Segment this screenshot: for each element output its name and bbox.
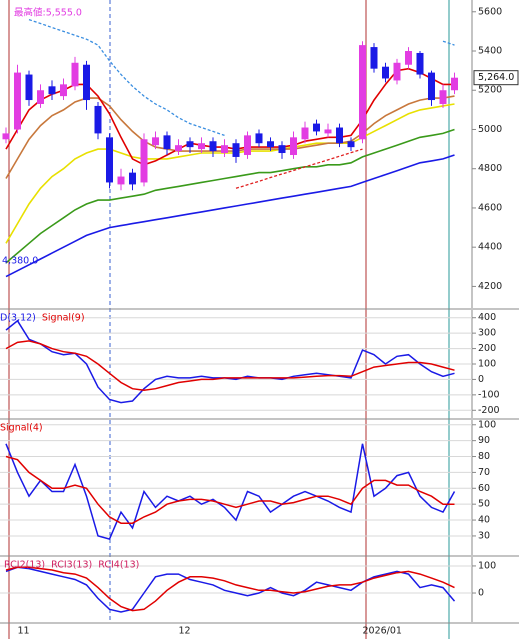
candle-body <box>255 133 263 144</box>
legend-label: Signal(4) <box>0 423 43 434</box>
candle-body <box>278 145 286 154</box>
candle-body <box>244 135 251 155</box>
candle-body <box>60 84 67 97</box>
price-label-box <box>473 70 519 86</box>
y-tick-label: -100 <box>478 389 500 400</box>
candle-body <box>106 137 113 183</box>
candle-body <box>313 123 320 132</box>
candle-body <box>382 66 389 79</box>
y-tick-label: 40 <box>478 515 490 526</box>
candle-body <box>232 143 240 157</box>
y-tick-label: 4600 <box>478 202 502 213</box>
y-tick-label: 70 <box>478 467 490 478</box>
y-tick-label: 4800 <box>478 163 502 174</box>
candle-body <box>152 137 159 146</box>
x-tick-label: 2026/01 <box>363 626 402 637</box>
y-tick-label: 100 <box>478 419 496 430</box>
candle-body <box>198 143 205 150</box>
candle-body <box>25 74 33 101</box>
candle-body <box>175 145 182 152</box>
candle-body <box>186 141 194 148</box>
y-tick-label: 200 <box>478 343 496 354</box>
candle-body <box>37 90 44 104</box>
candle-body <box>359 45 366 140</box>
y-tick-label: 0 <box>478 374 484 385</box>
candle-body <box>451 77 458 91</box>
candle-body <box>267 141 274 148</box>
candle-body <box>209 141 217 152</box>
candle-body <box>94 105 102 134</box>
y-tick-label: -200 <box>478 405 500 416</box>
y-tick-label: 90 <box>478 435 490 446</box>
ma-line <box>5 67 455 166</box>
legend-label: RCI3(13) <box>51 560 92 571</box>
ma-line <box>5 95 455 179</box>
y-tick-label: 60 <box>478 483 490 494</box>
candle-body <box>2 133 10 140</box>
y-tick-label: 4200 <box>478 281 502 292</box>
y-tick-label: 5600 <box>478 6 502 17</box>
indicator-line <box>5 340 455 391</box>
indicator-line <box>5 455 455 524</box>
candle-body <box>428 72 435 101</box>
legend-label: Signal(9) <box>42 313 85 324</box>
legend-label: RCI2(13) <box>4 560 45 571</box>
price-label: 5,264.0 <box>478 72 514 83</box>
y-tick-label: 100 <box>478 560 496 571</box>
candle-body <box>405 51 412 65</box>
y-tick-label: 50 <box>478 499 490 510</box>
candle-body <box>129 172 136 185</box>
y-tick-label: 80 <box>478 451 490 462</box>
candle-body <box>370 47 378 69</box>
legend-label: RCI4(13) <box>98 560 139 571</box>
y-tick-label: 5000 <box>478 124 502 135</box>
candle-body <box>83 64 90 101</box>
y-tick-label: 300 <box>478 328 496 339</box>
candle-body <box>439 90 447 104</box>
x-tick-label: 11 <box>18 626 30 637</box>
candle-body <box>163 135 171 150</box>
candle-body <box>324 129 332 134</box>
ma-line <box>5 103 455 244</box>
low-annotation: 4,380.0 <box>2 256 38 267</box>
candle-body <box>221 145 228 154</box>
candle-body <box>14 72 21 130</box>
y-tick-label: 30 <box>478 530 490 541</box>
candle-body <box>117 176 125 185</box>
candle-body <box>301 127 309 140</box>
candle-body <box>347 141 355 148</box>
candle-body <box>336 127 343 144</box>
y-tick-label: 4400 <box>478 242 502 253</box>
ma-line <box>28 18 455 137</box>
y-tick-label: 5400 <box>478 46 502 57</box>
candle-body <box>71 62 79 87</box>
ma-line <box>5 128 455 264</box>
y-tick-label: 5200 <box>478 85 502 96</box>
candle-body <box>290 137 297 155</box>
indicator-line <box>5 443 456 540</box>
ma-line <box>235 148 363 189</box>
legend-label: D(3,12) <box>0 313 36 324</box>
candle-body <box>416 52 424 75</box>
candle-body <box>48 86 56 95</box>
y-tick-label: 100 <box>478 359 496 370</box>
indicator-line <box>5 566 455 612</box>
candle-body <box>140 139 148 183</box>
indicator-line <box>5 566 456 613</box>
y-tick-label: 0 <box>478 588 484 599</box>
x-tick-label: 12 <box>179 626 191 637</box>
candle-body <box>393 62 401 81</box>
ma-line <box>5 154 455 278</box>
y-tick-label: 400 <box>478 312 496 323</box>
high-annotation: 最高値:5,555.0 <box>14 7 82 19</box>
